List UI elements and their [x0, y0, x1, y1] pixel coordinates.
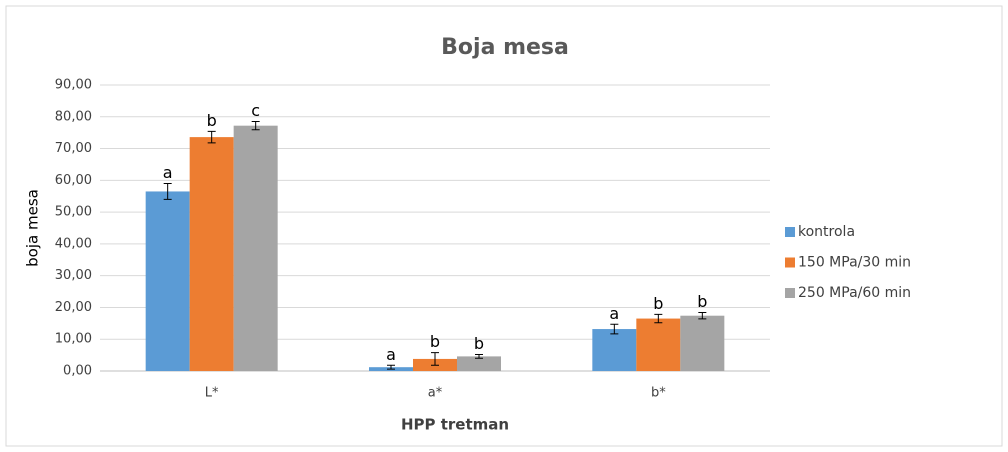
legend-swatch: [785, 227, 795, 237]
error-bar: [163, 183, 172, 200]
significance-letter: b: [474, 334, 484, 353]
chart-title: Boja mesa: [441, 35, 569, 60]
y-tick-label: 90,00: [55, 78, 92, 93]
bar: [457, 356, 501, 371]
x-tick-label: b*: [651, 386, 666, 401]
y-tick-label: 20,00: [55, 300, 92, 315]
significance-letter: a: [163, 163, 173, 182]
error-bar: [251, 121, 260, 131]
error-bar: [654, 313, 663, 324]
y-tick-label: 60,00: [55, 173, 92, 188]
significance-letter: b: [653, 294, 663, 313]
y-tick-label: 0,00: [63, 364, 92, 379]
y-tick-label: 10,00: [55, 332, 92, 347]
legend-label: 250 MPa/60 min: [798, 285, 911, 301]
error-bar: [610, 323, 619, 335]
y-axis-label: boja mesa: [24, 189, 42, 267]
legend-label: 150 MPa/30 min: [798, 255, 911, 271]
error-bar: [387, 364, 395, 370]
bar: [145, 191, 190, 371]
legend-swatch: [785, 257, 795, 268]
significance-letter: b: [207, 111, 217, 130]
bar: [233, 125, 278, 371]
bar: [189, 137, 234, 371]
error-bar: [431, 352, 439, 366]
legend-swatch: [785, 288, 795, 298]
significance-letter: c: [251, 101, 260, 120]
x-tick-label: L*: [205, 386, 219, 401]
y-tick-label: 40,00: [55, 236, 92, 251]
error-bar: [475, 353, 483, 359]
y-tick-label: 50,00: [55, 205, 92, 220]
significance-letter: a: [386, 345, 396, 364]
y-tick-label: 70,00: [55, 141, 92, 156]
x-axis-label: HPP tretman: [401, 416, 509, 434]
significance-letter: b: [430, 332, 440, 351]
bar: [592, 329, 637, 371]
error-bar: [698, 312, 707, 320]
y-tick-label: 80,00: [55, 109, 92, 124]
significance-letter: a: [609, 304, 619, 323]
x-tick-label: a*: [428, 386, 443, 401]
bar: [636, 318, 681, 371]
legend-label: kontrola: [798, 224, 855, 240]
bar: [680, 315, 725, 371]
y-tick-label: 30,00: [55, 268, 92, 283]
significance-letter: b: [697, 292, 707, 311]
error-bar: [207, 130, 216, 144]
